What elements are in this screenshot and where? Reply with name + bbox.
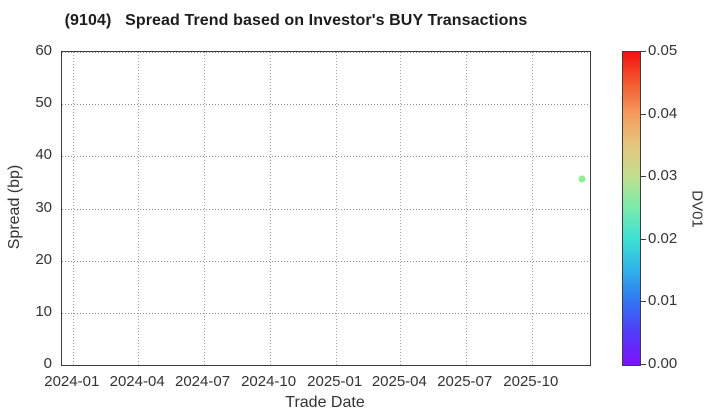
vertical-gridline (72, 52, 74, 365)
x-tick-label: 2024-07 (174, 373, 231, 390)
colorbar-tick-label: 0.01 (648, 292, 678, 310)
colorbar-tick (641, 364, 646, 365)
y-tick-label: 30 (35, 198, 52, 216)
y-tick-label: 50 (35, 94, 52, 112)
x-tick-label: 2024-04 (109, 373, 165, 390)
horizontal-gridline (62, 312, 590, 314)
horizontal-gridline (62, 260, 590, 262)
vertical-gridline (269, 52, 271, 365)
colorbar-tick-label: 0.02 (648, 229, 678, 247)
colorbar-tick (641, 51, 646, 52)
x-tick-label: 2025-10 (503, 373, 559, 390)
vertical-gridline (335, 52, 337, 365)
y-tick-label: 10 (35, 302, 52, 320)
x-tick-label: 2025-04 (371, 373, 427, 390)
horizontal-gridline (62, 104, 590, 106)
x-tick-label: 2024-10 (241, 373, 297, 390)
colorbar-tick (641, 176, 646, 178)
colorbar-label: DV01 (688, 190, 706, 228)
horizontal-gridline (62, 156, 590, 158)
x-tick-label: 2024-01 (44, 373, 100, 390)
vertical-gridline (203, 52, 205, 365)
colorbar-tick-label: 0.03 (648, 167, 678, 185)
y-tick-label: 60 (35, 42, 52, 59)
plot-area (61, 51, 591, 366)
colorbar-tick-label: 0.05 (648, 42, 678, 59)
x-tick-label: 2025-01 (307, 373, 363, 390)
vertical-gridline (531, 52, 533, 365)
horizontal-gridline (62, 208, 590, 210)
scatter-point (578, 175, 586, 183)
horizontal-gridline (62, 52, 590, 53)
x-axis-label: Trade Date (285, 394, 365, 411)
colorbar-gradient (622, 51, 641, 366)
colorbar-tick (641, 301, 646, 303)
y-tick-label: 0 (43, 355, 52, 372)
vertical-gridline (138, 52, 140, 365)
x-tick-label: 2025-07 (437, 373, 493, 390)
colorbar-tick-label: 0.00 (648, 355, 678, 372)
colorbar-tick (641, 113, 646, 115)
vertical-gridline (400, 52, 402, 365)
y-tick-label: 40 (35, 146, 52, 164)
vertical-gridline (465, 52, 467, 365)
colorbar-tick-label: 0.04 (648, 104, 678, 122)
y-tick-label: 20 (35, 250, 52, 268)
colorbar-tick (641, 238, 646, 240)
chart-title: (9104) Spread Trend based on Investor's … (64, 12, 528, 29)
